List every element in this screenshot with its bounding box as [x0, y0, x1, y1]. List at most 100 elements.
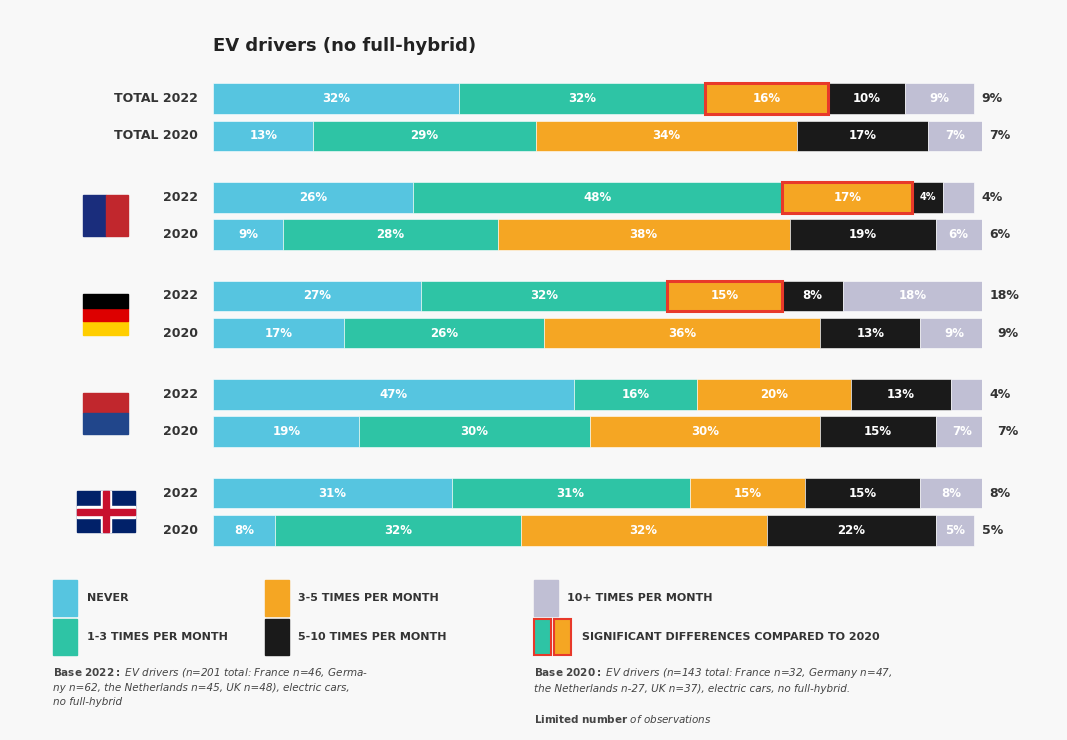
- Text: 19%: 19%: [272, 425, 301, 438]
- Text: 34%: 34%: [653, 130, 681, 142]
- Bar: [936, 515, 974, 546]
- Bar: [912, 182, 943, 212]
- Text: 2020: 2020: [163, 326, 198, 340]
- Text: EV drivers (no full-hybrid): EV drivers (no full-hybrid): [213, 37, 477, 55]
- Text: $\bf{Base\ 2020:}$ EV drivers (n=143 total: France n=32, Germany n=47,
the Nethe: $\bf{Base\ 2020:}$ EV drivers (n=143 tot…: [534, 666, 892, 725]
- Bar: [497, 219, 790, 250]
- Text: TOTAL 2022: TOTAL 2022: [114, 92, 198, 105]
- Text: 15%: 15%: [848, 487, 877, 500]
- Bar: [213, 478, 451, 508]
- Text: 4%: 4%: [920, 192, 936, 202]
- Text: 8%: 8%: [234, 524, 254, 537]
- Bar: [828, 83, 905, 114]
- Bar: [790, 219, 936, 250]
- Text: 22%: 22%: [837, 524, 865, 537]
- Text: 30%: 30%: [461, 425, 489, 438]
- Text: 36%: 36%: [668, 326, 696, 340]
- Text: 7%: 7%: [989, 130, 1010, 142]
- Bar: [265, 580, 288, 616]
- Bar: [843, 280, 982, 311]
- Bar: [53, 619, 78, 656]
- Text: 7%: 7%: [944, 130, 965, 142]
- Text: 38%: 38%: [630, 228, 657, 241]
- Text: 31%: 31%: [318, 487, 347, 500]
- Bar: [851, 379, 951, 410]
- Bar: [213, 121, 314, 151]
- Text: 30%: 30%: [691, 425, 719, 438]
- Bar: [554, 619, 571, 656]
- Text: 2022: 2022: [163, 388, 198, 401]
- Bar: [689, 478, 805, 508]
- Bar: [698, 379, 851, 410]
- Bar: [213, 318, 344, 349]
- Bar: [590, 417, 821, 447]
- Text: 26%: 26%: [430, 326, 458, 340]
- Bar: [344, 318, 544, 349]
- Bar: [705, 83, 828, 114]
- Text: 15%: 15%: [864, 425, 892, 438]
- Text: 9%: 9%: [929, 92, 950, 105]
- Text: 2020: 2020: [163, 425, 198, 438]
- Text: 10+ TIMES PER MONTH: 10+ TIMES PER MONTH: [568, 593, 713, 603]
- Text: NEVER: NEVER: [87, 593, 129, 603]
- Bar: [574, 379, 698, 410]
- Bar: [360, 417, 590, 447]
- Bar: [920, 478, 982, 508]
- Text: 17%: 17%: [833, 191, 861, 204]
- Text: 8%: 8%: [989, 487, 1010, 500]
- Text: 4%: 4%: [982, 191, 1003, 204]
- Text: 15%: 15%: [733, 487, 762, 500]
- Bar: [943, 182, 974, 212]
- Bar: [951, 379, 982, 410]
- Bar: [213, 515, 275, 546]
- Text: 32%: 32%: [384, 524, 412, 537]
- Bar: [905, 83, 974, 114]
- Text: 20%: 20%: [760, 388, 789, 401]
- Text: 5%: 5%: [944, 524, 965, 537]
- Text: 9%: 9%: [944, 326, 965, 340]
- Text: 32%: 32%: [529, 289, 558, 303]
- Bar: [459, 83, 705, 114]
- Text: 18%: 18%: [898, 289, 926, 303]
- Bar: [213, 417, 360, 447]
- Text: 19%: 19%: [848, 228, 877, 241]
- Text: 2020: 2020: [163, 524, 198, 537]
- Text: 6%: 6%: [949, 228, 969, 241]
- Text: 2022: 2022: [163, 191, 198, 204]
- Bar: [451, 478, 689, 508]
- Bar: [53, 580, 78, 616]
- Text: 9%: 9%: [238, 228, 258, 241]
- Bar: [213, 83, 459, 114]
- Text: 13%: 13%: [887, 388, 915, 401]
- Bar: [314, 121, 536, 151]
- Text: 16%: 16%: [752, 92, 781, 105]
- Text: 2022: 2022: [163, 289, 198, 303]
- Bar: [265, 619, 288, 656]
- Text: 15%: 15%: [711, 289, 738, 303]
- Text: 48%: 48%: [584, 191, 611, 204]
- Text: 32%: 32%: [630, 524, 657, 537]
- Bar: [275, 515, 521, 546]
- Text: 7%: 7%: [953, 425, 972, 438]
- Bar: [213, 379, 574, 410]
- Bar: [534, 580, 558, 616]
- Text: 13%: 13%: [856, 326, 885, 340]
- Bar: [782, 182, 912, 212]
- Bar: [766, 515, 936, 546]
- Text: TOTAL 2020: TOTAL 2020: [114, 130, 198, 142]
- Text: 2022: 2022: [163, 487, 198, 500]
- Text: 31%: 31%: [557, 487, 585, 500]
- Bar: [213, 219, 283, 250]
- Text: 2020: 2020: [163, 228, 198, 241]
- Text: 10%: 10%: [853, 92, 880, 105]
- Bar: [213, 280, 420, 311]
- Text: 7%: 7%: [997, 425, 1018, 438]
- Bar: [797, 121, 928, 151]
- Text: 5%: 5%: [982, 524, 1003, 537]
- Bar: [213, 182, 413, 212]
- Text: 27%: 27%: [303, 289, 331, 303]
- Bar: [544, 318, 821, 349]
- Bar: [928, 121, 982, 151]
- Text: 17%: 17%: [848, 130, 877, 142]
- Bar: [920, 318, 989, 349]
